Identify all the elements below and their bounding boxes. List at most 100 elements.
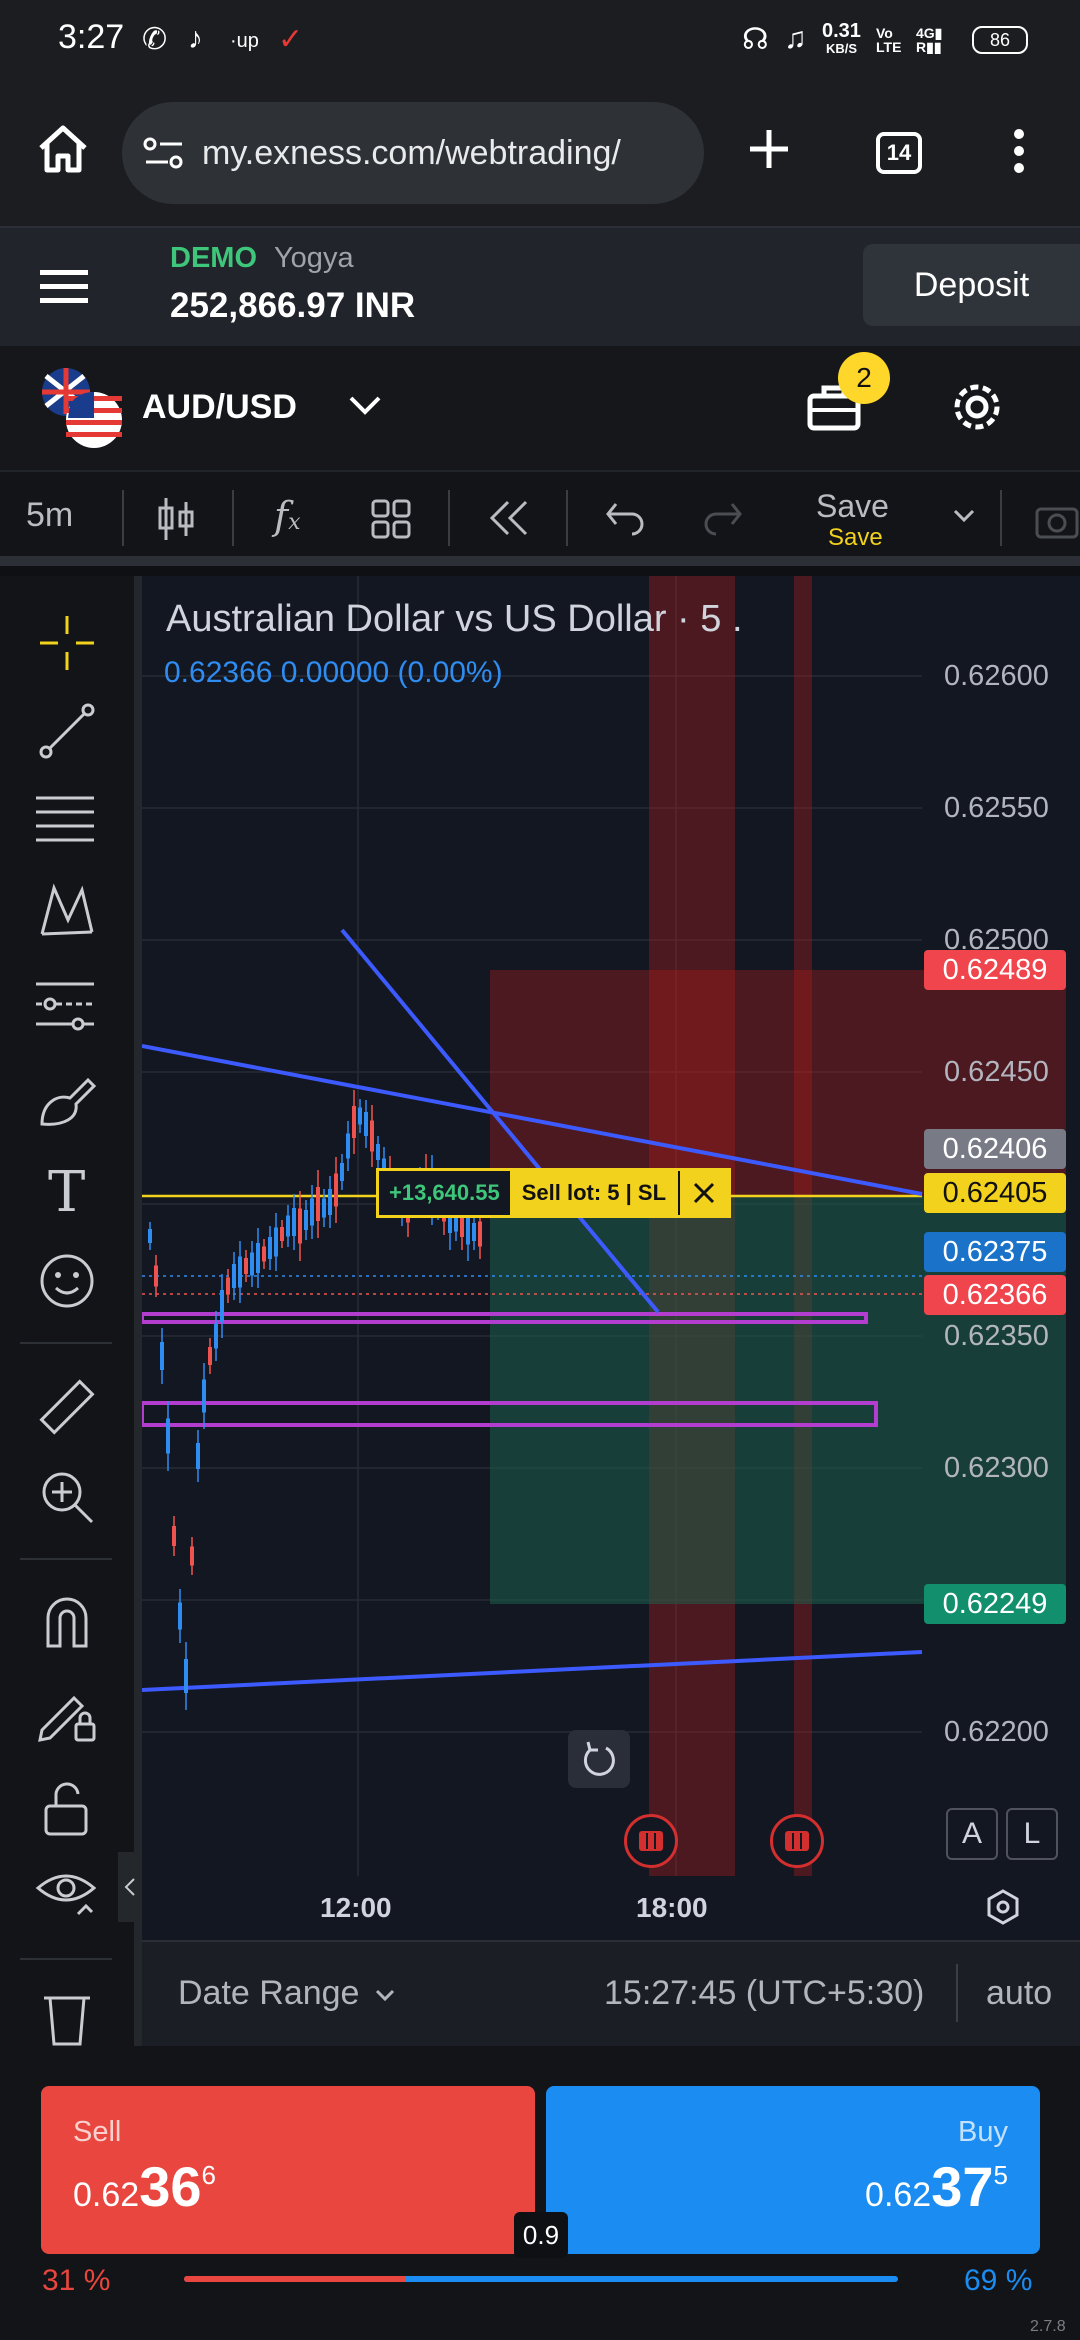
scale-mode-button[interactable]: auto [986, 1974, 1053, 2012]
chart-area[interactable] [140, 576, 1080, 1876]
candle-body [364, 1112, 368, 1136]
indicators-icon[interactable]: fx [274, 494, 301, 538]
candle-body [370, 1120, 374, 1152]
url-text[interactable]: my.exness.com/webtrading/ [202, 134, 621, 172]
camera-icon[interactable] [1034, 500, 1080, 545]
candle-body [154, 1265, 158, 1287]
deposit-button[interactable]: Deposit [863, 244, 1080, 326]
entry-price-flag: 0.62405 [924, 1173, 1066, 1213]
lock-drawing-pencil-icon[interactable] [36, 1684, 98, 1751]
new-tab-icon[interactable] [746, 126, 792, 177]
candle-body [334, 1173, 338, 1207]
time-tick: 12:00 [320, 1892, 392, 1923]
trend-line-tool-icon[interactable] [38, 702, 96, 765]
candle-body [346, 1133, 350, 1159]
airtel-icon: ✓ [278, 23, 304, 56]
candles-icon[interactable] [156, 496, 196, 547]
candle-body [226, 1277, 230, 1295]
tab-switcher-button[interactable]: 14 [876, 132, 922, 174]
buy-sentiment-percent: 69 % [964, 2264, 1033, 2297]
app-version: 2.7.8 [1030, 2318, 1066, 2335]
toolbar-separator [20, 1342, 112, 1344]
account-name: Yogya [274, 242, 354, 274]
unlock-icon[interactable] [42, 1780, 92, 1843]
undo-icon[interactable] [604, 500, 646, 541]
headset-icon: ☊ [742, 23, 769, 56]
sell-button[interactable]: Sell 0.62366 [41, 2086, 535, 2254]
session-marker-icon[interactable] [624, 1814, 678, 1868]
ruler-tool-icon[interactable] [36, 1376, 98, 1443]
gear-icon[interactable] [950, 380, 1004, 439]
candle-body [196, 1443, 200, 1469]
redo-icon[interactable] [702, 500, 744, 541]
forecast-tool-icon[interactable] [34, 976, 98, 1039]
whatsapp-icon: ✆ [142, 23, 168, 56]
save-layout-sublabel: Save [828, 524, 883, 551]
positions-count-badge: 2 [838, 352, 890, 404]
candle-body [376, 1144, 380, 1160]
zoom-in-icon[interactable] [38, 1468, 96, 1531]
close-position-icon[interactable] [678, 1171, 728, 1215]
sell-price: 0.62366 [73, 2155, 216, 2218]
site-settings-icon[interactable] [142, 134, 186, 177]
home-icon[interactable] [36, 122, 90, 181]
candle-body [238, 1256, 242, 1288]
volte-icon: Vo LTE [876, 25, 902, 55]
date-range-button[interactable]: Date Range [178, 1974, 360, 2012]
candle-body [184, 1659, 188, 1693]
chart-price-line: 0.62366 0.00000 (0.00%) [164, 656, 503, 689]
candle-body [286, 1215, 290, 1237]
emoji-tool-icon[interactable] [38, 1252, 96, 1315]
panel-divider [134, 576, 142, 2046]
symbol-row [0, 346, 1080, 470]
fib-retracement-tool-icon[interactable] [34, 792, 98, 855]
collapse-toolbar-handle[interactable] [118, 1852, 142, 1922]
crosshair-icon[interactable] [38, 614, 96, 677]
eye-visibility-icon[interactable] [34, 1864, 98, 1927]
log-scale-button[interactable]: L [1006, 1808, 1058, 1860]
trash-icon[interactable] [42, 1990, 92, 2051]
price-tick: 0.62600 [944, 660, 1049, 692]
drawing-toolbar [0, 576, 134, 2046]
price-tick: 0.62200 [944, 1716, 1049, 1748]
status-bar [0, 0, 1080, 80]
chevron-down-icon[interactable] [348, 394, 382, 421]
magnet-icon[interactable] [40, 1592, 94, 1655]
date-range-chevron-icon[interactable] [374, 1988, 396, 2007]
save-options-chevron-icon[interactable] [952, 508, 976, 529]
candle-body [256, 1243, 260, 1273]
session-marker-icon[interactable] [770, 1814, 824, 1868]
pattern-tool-icon[interactable] [36, 880, 98, 947]
candle-body [304, 1210, 308, 1230]
buy-button[interactable]: Buy 0.62375 [546, 2086, 1040, 2254]
candle-body [316, 1187, 320, 1221]
text-tool-icon[interactable]: T [48, 1160, 86, 1225]
auto-scale-button[interactable]: A [946, 1808, 998, 1860]
mute-bell-icon: ♫ [784, 22, 807, 55]
buy-label: Buy [958, 2116, 1008, 2148]
candle-body [214, 1323, 218, 1349]
flag-au-us-icon [38, 364, 128, 459]
layout-grid-icon[interactable] [370, 498, 412, 545]
position-label[interactable]: +13,640.55 Sell lot: 5 | SL [376, 1168, 732, 1218]
net-speed: 0.31 KB/S [822, 20, 861, 56]
save-layout-button[interactable]: Save [816, 488, 889, 524]
symbol-name[interactable]: AUD/USD [142, 388, 297, 426]
hamburger-menu-icon[interactable] [40, 268, 88, 311]
toolbar-separator [566, 490, 568, 546]
battery-icon: 86 [972, 26, 1028, 54]
more-menu-icon[interactable] [1008, 126, 1030, 181]
toolbar-separator [448, 490, 450, 546]
brush-tool-icon[interactable] [36, 1068, 98, 1135]
replay-icon[interactable] [486, 498, 532, 543]
toolbar-separator [20, 1558, 112, 1560]
axis-settings-icon[interactable] [984, 1888, 1022, 1931]
toolbar-separator [20, 1958, 112, 1960]
music-note-icon: ♪ [188, 22, 203, 55]
url-bar[interactable] [122, 102, 704, 204]
interval-button[interactable]: 5m [26, 496, 74, 534]
candle-body [280, 1227, 284, 1241]
candle-body [328, 1189, 332, 1215]
position-lot-label: Sell lot: 5 | SL [521, 1180, 667, 1205]
reset-chart-button[interactable] [568, 1730, 630, 1788]
